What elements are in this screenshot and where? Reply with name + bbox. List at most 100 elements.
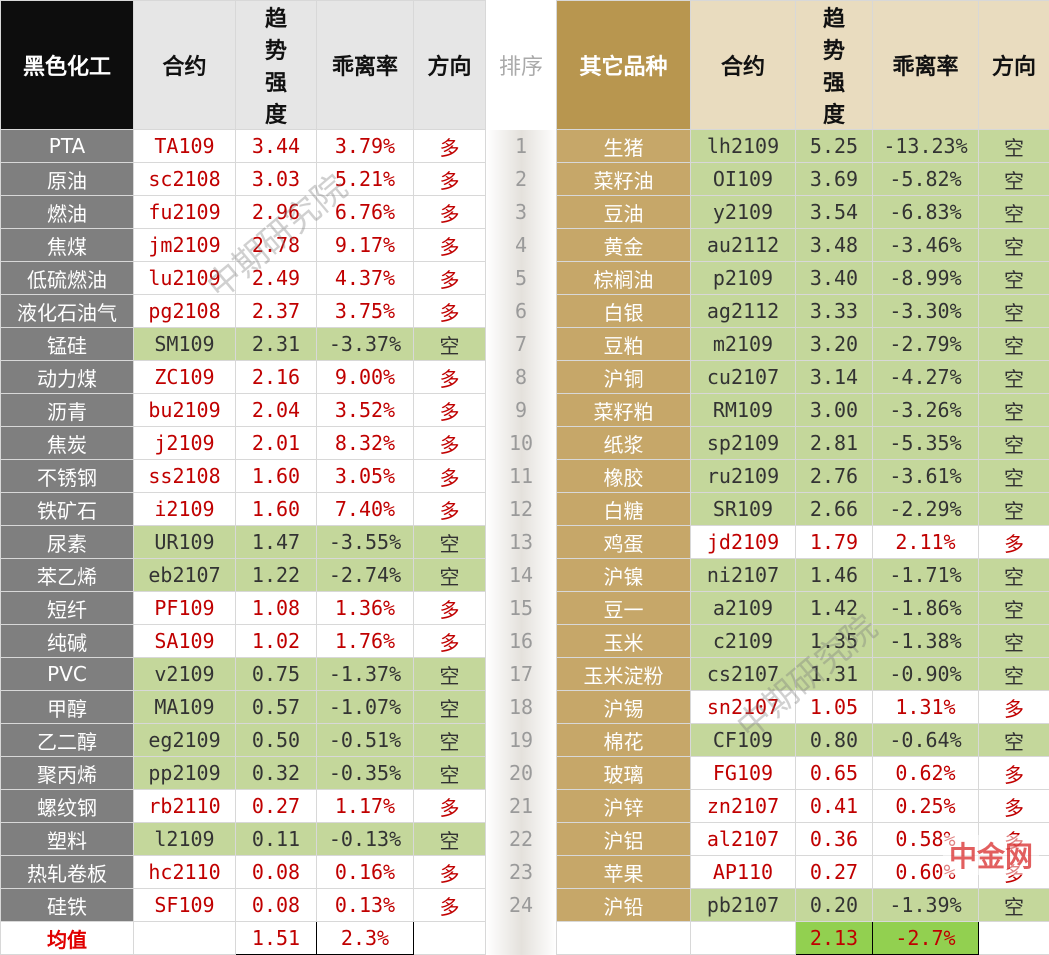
rank: 2	[486, 163, 557, 196]
contract: CF109	[691, 724, 796, 757]
variety: 棉花	[557, 724, 691, 757]
blank	[979, 922, 1049, 955]
rank: 16	[486, 625, 557, 658]
direction: 空	[979, 658, 1049, 691]
trend-strength: 0.57	[236, 691, 317, 724]
variety: 甲醇	[1, 691, 134, 724]
direction: 空	[414, 559, 486, 592]
variety: 菜籽油	[557, 163, 691, 196]
column-header: 其它品种	[557, 1, 691, 130]
contract: UR109	[134, 526, 236, 559]
variety: 苯乙烯	[1, 559, 134, 592]
trend-strength: 3.20	[796, 328, 873, 361]
direction: 空	[979, 493, 1049, 526]
variety: 塑料	[1, 823, 134, 856]
trend-strength: 3.40	[796, 262, 873, 295]
contract: au2112	[691, 229, 796, 262]
direction: 空	[979, 163, 1049, 196]
deviation-rate: 1.36%	[317, 592, 414, 625]
rank: 22	[486, 823, 557, 856]
trend-strength: 2.37	[236, 295, 317, 328]
contract: i2109	[134, 493, 236, 526]
column-header: 合约	[691, 1, 796, 130]
contract: fu2109	[134, 196, 236, 229]
contract: cu2107	[691, 361, 796, 394]
deviation-rate: -2.74%	[317, 559, 414, 592]
contract: ss2108	[134, 460, 236, 493]
blank	[486, 922, 557, 955]
trend-strength: 0.27	[236, 790, 317, 823]
contract: ru2109	[691, 460, 796, 493]
contract: SA109	[134, 625, 236, 658]
trend-strength: 0.36	[796, 823, 873, 856]
rank: 24	[486, 889, 557, 922]
contract: RM109	[691, 394, 796, 427]
deviation-rate: -1.37%	[317, 658, 414, 691]
deviation-rate: -1.07%	[317, 691, 414, 724]
trend-strength: 3.33	[796, 295, 873, 328]
direction: 多	[414, 427, 486, 460]
rank: 1	[486, 130, 557, 163]
deviation-rate: 0.16%	[317, 856, 414, 889]
variety: 沪镍	[557, 559, 691, 592]
direction: 空	[979, 460, 1049, 493]
contract: eb2107	[134, 559, 236, 592]
direction: 空	[414, 658, 486, 691]
deviation-rate: 3.05%	[317, 460, 414, 493]
variety: 棕榈油	[557, 262, 691, 295]
contract: pp2109	[134, 757, 236, 790]
deviation-rate: -3.55%	[317, 526, 414, 559]
variety: 沥青	[1, 394, 134, 427]
direction: 多	[414, 130, 486, 163]
direction: 空	[979, 328, 1049, 361]
rank: 10	[486, 427, 557, 460]
deviation-rate: 7.40%	[317, 493, 414, 526]
deviation-rate: -5.82%	[873, 163, 979, 196]
direction: 空	[979, 559, 1049, 592]
trend-strength: 0.41	[796, 790, 873, 823]
rank: 20	[486, 757, 557, 790]
direction: 空	[979, 724, 1049, 757]
variety: 低硫燃油	[1, 262, 134, 295]
deviation-rate: -2.29%	[873, 493, 979, 526]
variety: 沪铅	[557, 889, 691, 922]
contract: bu2109	[134, 394, 236, 427]
deviation-rate: 3.79%	[317, 130, 414, 163]
contract: p2109	[691, 262, 796, 295]
deviation-rate: -3.37%	[317, 328, 414, 361]
trend-strength: 1.42	[796, 592, 873, 625]
direction: 空	[414, 724, 486, 757]
direction: 空	[979, 361, 1049, 394]
rank: 9	[486, 394, 557, 427]
deviation-rate: -6.83%	[873, 196, 979, 229]
trend-strength: 2.96	[236, 196, 317, 229]
variety: 铁矿石	[1, 493, 134, 526]
trend-strength: 3.14	[796, 361, 873, 394]
direction: 多	[414, 889, 486, 922]
contract: OI109	[691, 163, 796, 196]
direction: 空	[979, 625, 1049, 658]
rank: 17	[486, 658, 557, 691]
deviation-rate: 9.00%	[317, 361, 414, 394]
variety: 短纤	[1, 592, 134, 625]
trend-strength: 1.02	[236, 625, 317, 658]
direction: 多	[414, 163, 486, 196]
contract: SF109	[134, 889, 236, 922]
deviation-rate: -3.26%	[873, 394, 979, 427]
contract: MA109	[134, 691, 236, 724]
variety: 沪铝	[557, 823, 691, 856]
deviation-rate: 6.76%	[317, 196, 414, 229]
contract: rb2110	[134, 790, 236, 823]
rank: 18	[486, 691, 557, 724]
